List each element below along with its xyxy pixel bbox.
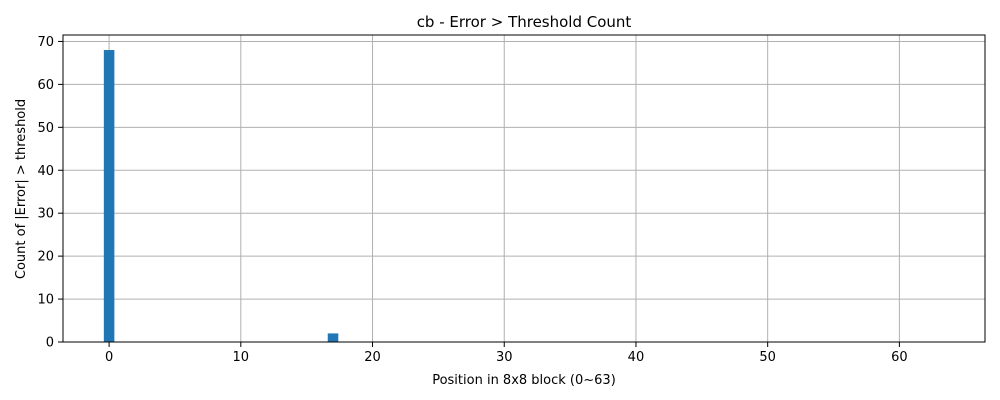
y-tick-label: 40 bbox=[37, 164, 54, 179]
y-axis-label: Count of |Error| > threshold bbox=[14, 99, 29, 279]
x-tick-label: 40 bbox=[628, 350, 645, 365]
bars bbox=[103, 50, 339, 342]
y-tick-label: 50 bbox=[37, 121, 54, 136]
y-tick-label: 30 bbox=[37, 207, 54, 222]
axes: 0 10 20 30 40 50 60 0 10 20 30 40 50 60 70 bbox=[37, 34, 986, 365]
x-tick-label: 50 bbox=[759, 350, 776, 365]
bar bbox=[103, 50, 115, 342]
x-tick-label: 10 bbox=[233, 350, 250, 365]
y-tick-label: 60 bbox=[37, 78, 54, 93]
grid bbox=[63, 35, 985, 343]
chart-title: cb - Error > Threshold Count bbox=[417, 13, 632, 31]
bar bbox=[327, 333, 339, 342]
y-tick-label: 70 bbox=[37, 35, 54, 50]
x-tick-label: 30 bbox=[496, 350, 513, 365]
x-tick-label: 60 bbox=[891, 350, 908, 365]
y-tick-label: 20 bbox=[37, 250, 54, 265]
x-tick-label: 20 bbox=[364, 350, 381, 365]
plot-frame bbox=[62, 34, 986, 343]
x-axis-label: Position in 8x8 block (0~63) bbox=[432, 373, 616, 388]
x-tick-label: 0 bbox=[105, 350, 113, 365]
y-tick-label: 0 bbox=[46, 336, 54, 351]
y-tick-label: 10 bbox=[37, 293, 54, 308]
